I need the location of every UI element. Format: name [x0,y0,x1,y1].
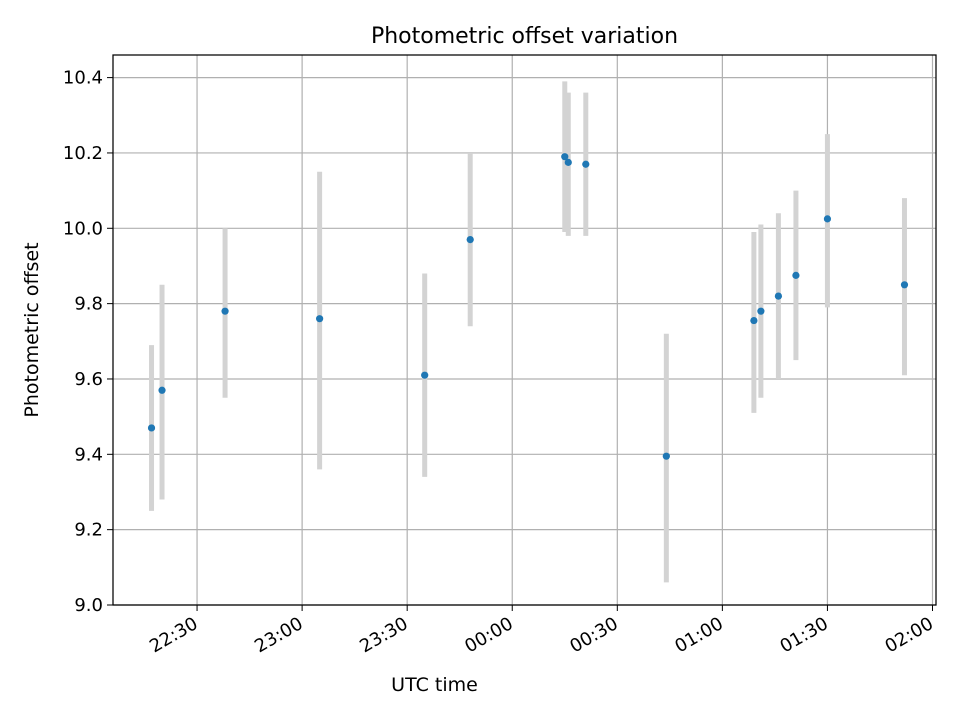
x-tick-label: 01:30 [777,613,832,657]
data-point [221,307,229,315]
chart-title: Photometric offset variation [371,24,678,49]
data-point [316,315,324,323]
grid [113,55,936,606]
data-point [823,215,832,223]
x-axis-ticks: 22:30 23:00 23:30 00:00 00:30 01:00 01:30 02:00 [146,605,937,657]
data-point [582,160,590,168]
data-point [564,158,572,166]
plot-frame [112,54,937,606]
data-point [900,281,909,289]
y-axis-label: Photometric offset [21,242,43,417]
y-axis-ticks: 9.0 9.2 9.4 9.6 9.8 10.0 10.2 10.4 [63,68,113,616]
x-tick-label: 22:30 [146,613,201,657]
x-tick-label: 01:00 [671,613,726,657]
y-tick-label: 9.2 [74,520,103,541]
x-tick-label: 02:00 [882,613,937,657]
x-tick-label: 00:00 [461,613,516,657]
data-point [147,424,156,432]
data-point [750,316,758,325]
y-tick-label: 9.0 [74,595,103,616]
x-tick-label: 00:30 [566,613,621,657]
x-axis-label: UTC time [391,674,478,696]
data-point [792,271,800,279]
data-point [757,307,765,315]
data-point [158,386,166,394]
error-bars [149,81,907,583]
y-tick-label: 9.8 [74,294,103,315]
y-tick-label: 10.2 [63,143,103,164]
data-points [147,153,909,460]
data-point [561,153,569,161]
y-tick-label: 10.4 [63,68,103,89]
x-tick-label: 23:30 [356,613,411,657]
data-point [466,235,474,244]
y-tick-label: 9.6 [74,369,103,390]
data-point [421,371,429,379]
y-tick-label: 9.4 [74,444,103,465]
data-point [662,452,670,460]
y-tick-label: 10.0 [63,218,103,239]
data-point [774,292,783,300]
x-tick-label: 23:00 [251,613,306,657]
